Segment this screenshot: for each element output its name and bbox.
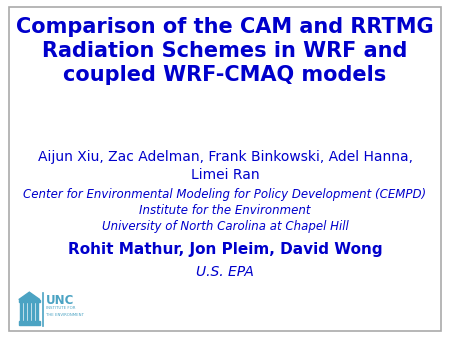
Bar bbox=[24, 302, 26, 321]
Text: U.S. EPA: U.S. EPA bbox=[196, 265, 254, 279]
Text: UNC: UNC bbox=[45, 294, 74, 307]
Bar bbox=[19, 321, 40, 325]
Bar bbox=[28, 302, 30, 321]
Text: Rohit Mathur, Jon Pleim, David Wong: Rohit Mathur, Jon Pleim, David Wong bbox=[68, 242, 382, 257]
Text: Comparison of the CAM and RRTMG
Radiation Schemes in WRF and
coupled WRF-CMAQ mo: Comparison of the CAM and RRTMG Radiatio… bbox=[16, 17, 434, 85]
Bar bbox=[20, 302, 22, 321]
Text: Center for Environmental Modeling for Policy Development (CEMPD)
Institute for t: Center for Environmental Modeling for Po… bbox=[23, 188, 427, 233]
Text: Aijun Xiu, Zac Adelman, Frank Binkowski, Adel Hanna,
Limei Ran: Aijun Xiu, Zac Adelman, Frank Binkowski,… bbox=[37, 150, 413, 182]
Text: THE ENVIRONMENT: THE ENVIRONMENT bbox=[45, 313, 83, 317]
Text: INSTITUTE FOR: INSTITUTE FOR bbox=[45, 306, 75, 310]
Bar bbox=[19, 299, 40, 302]
Bar bbox=[32, 302, 34, 321]
Bar bbox=[36, 302, 38, 321]
Polygon shape bbox=[19, 292, 40, 299]
